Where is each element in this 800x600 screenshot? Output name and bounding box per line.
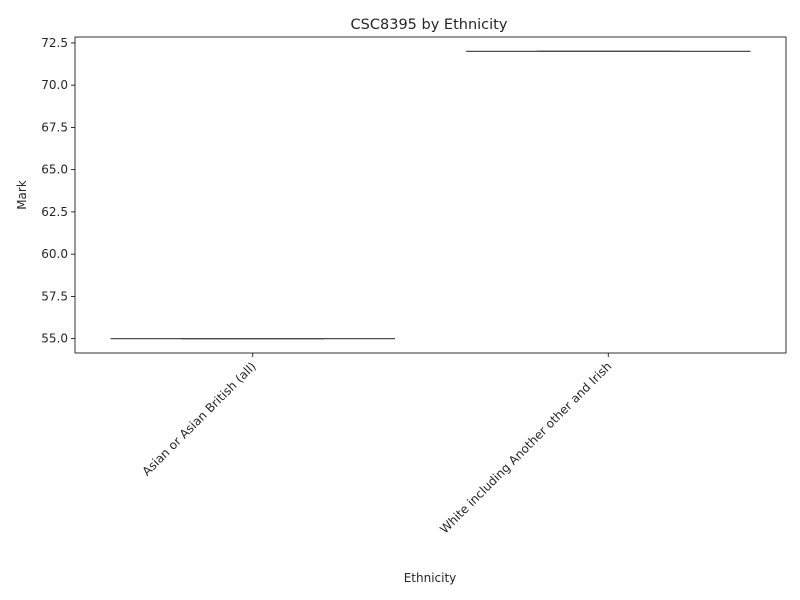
y-tick-label: 72.5: [41, 36, 68, 50]
chart-title: CSC8395 by Ethnicity: [351, 17, 508, 33]
y-tick-label: 65.0: [41, 163, 68, 177]
y-axis-title: Mark: [15, 180, 29, 210]
y-tick-label: 55.0: [41, 332, 68, 346]
y-tick-label: 70.0: [41, 78, 68, 92]
box-marks: [110, 50, 751, 340]
x-tick-label: Asian or Asian British (all): [139, 359, 258, 478]
x-tick-label: White including Another other and Irish: [437, 359, 614, 536]
x-axis-ticks: Asian or Asian British (all) White includ…: [139, 353, 614, 536]
y-axis-ticks: 55.0 57.5 60.0 62.5 65.0 67.5 70.0 72.5: [41, 36, 75, 346]
plot-area: 55.0 57.5 60.0 62.5 65.0 67.5 70.0 72.5 Asian o…: [41, 36, 787, 536]
x-axis-title: Ethnicity: [404, 571, 457, 585]
y-tick-label: 60.0: [41, 247, 68, 261]
y-tick-label: 62.5: [41, 205, 68, 219]
y-tick-label: 67.5: [41, 120, 68, 134]
plot-frame: [74, 36, 787, 354]
y-tick-label: 57.5: [41, 289, 68, 303]
